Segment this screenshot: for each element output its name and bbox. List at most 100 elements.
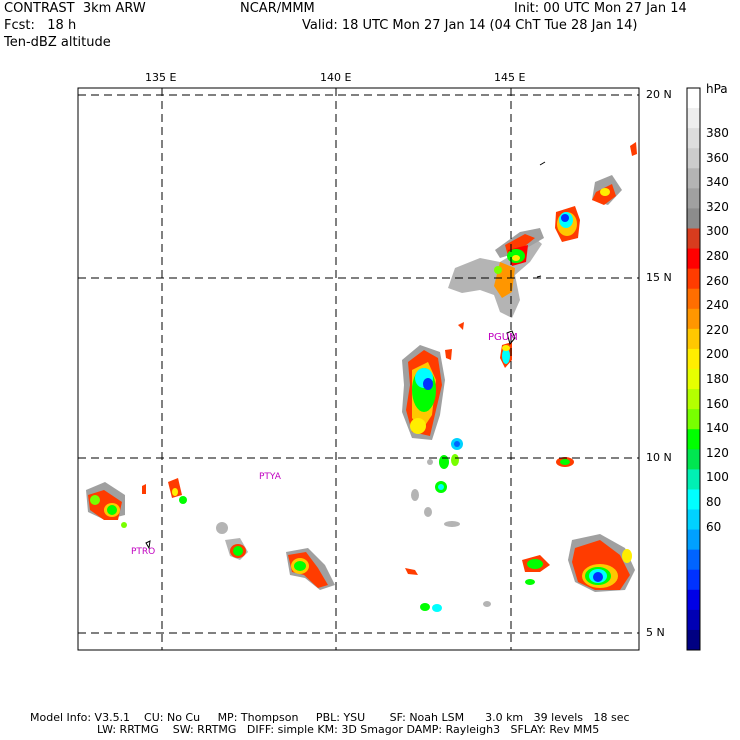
station-ptro: PTRO <box>131 547 156 557</box>
lon-label-145: 145 E <box>494 71 526 84</box>
colorbar-swatch <box>687 108 700 129</box>
colorbar-label: 300 <box>706 224 729 239</box>
colorbar-swatch <box>687 369 700 390</box>
echo-blue <box>454 441 460 447</box>
colorbar-label: 180 <box>706 372 729 386</box>
colorbar-swatch <box>687 589 700 611</box>
colorbar <box>686 87 701 651</box>
colorbar-swatch <box>687 268 700 290</box>
forecast-hour: Fcst: 18 h <box>4 18 77 33</box>
lon-label-140: 140 E <box>320 71 352 84</box>
coastlines <box>145 161 546 550</box>
colorbar-label: 100 <box>706 470 729 485</box>
reflectivity-field <box>86 142 637 612</box>
station-ptya: PTYA <box>259 472 281 482</box>
echo-grey <box>427 459 433 465</box>
colorbar-swatch <box>687 549 700 571</box>
echo-red <box>458 322 464 330</box>
colorbar-swatch <box>687 208 700 229</box>
echo-grey <box>424 507 432 517</box>
echo-green <box>420 603 430 611</box>
model-info-line2: LW: RRTMG SW: RRTMG DIFF: simple KM: 3D … <box>97 723 600 736</box>
colorbar-label: 220 <box>706 322 729 337</box>
echo-blue <box>561 214 569 222</box>
guam-coast <box>506 330 516 346</box>
colorbar-label: 320 <box>706 199 729 214</box>
echo-green <box>121 522 127 528</box>
colorbar-label: 360 <box>706 150 729 165</box>
echo-green <box>179 496 187 504</box>
colorbar-swatch <box>687 569 700 591</box>
colorbar-swatch <box>687 308 700 330</box>
colorbar-swatch <box>687 328 700 350</box>
colorbar-swatch <box>687 609 700 631</box>
echo-cyan <box>438 484 444 490</box>
echo-cyan <box>502 348 510 364</box>
institution: NCAR/MMM <box>240 1 315 16</box>
colorbar-label: 340 <box>706 175 729 190</box>
colorbar-unit: hPa <box>706 82 728 96</box>
colorbar-swatch <box>687 88 700 109</box>
echo-red <box>630 142 637 156</box>
echo-yellow <box>512 255 520 261</box>
colorbar-swatch <box>687 168 700 189</box>
echo-red <box>405 568 418 575</box>
colorbar-swatch <box>687 148 700 169</box>
echo-blue <box>593 572 603 582</box>
lat-label-5: 5 N <box>646 626 665 639</box>
echo-yellow <box>410 418 426 434</box>
colorbar-label: 240 <box>706 298 729 313</box>
colorbar-swatch <box>687 128 700 149</box>
lat-label-10: 10 N <box>646 451 672 464</box>
echo-green <box>233 546 243 556</box>
echo-grey <box>411 489 419 501</box>
colorbar-swatch <box>687 288 700 310</box>
colorbar-frame <box>686 87 701 651</box>
colorbar-swatch <box>687 489 700 510</box>
field-name: Ten-dBZ altitude <box>4 35 111 50</box>
island-coast <box>539 161 546 166</box>
init-time: Init: 00 UTC Mon 27 Jan 14 <box>514 1 687 16</box>
echo-yellow <box>502 345 510 351</box>
colorbar-swatch <box>687 509 700 531</box>
lon-label-135: 135 E <box>145 71 177 84</box>
colorbar-swatch <box>687 228 700 250</box>
colorbar-label: 120 <box>706 445 729 460</box>
echo-green <box>107 505 117 515</box>
colorbar-label: 280 <box>706 249 729 263</box>
echo-yellow <box>600 188 610 196</box>
colorbar-swatch <box>687 409 700 430</box>
echo-green <box>527 559 543 569</box>
colorbar-label: 140 <box>706 421 729 436</box>
model-info-line1: Model Info: V3.5.1 CU: No Cu MP: Thompso… <box>30 711 630 724</box>
colorbar-swatch <box>687 469 700 490</box>
echo-green <box>90 495 100 505</box>
model-title: CONTRAST 3km ARW <box>4 1 146 16</box>
colorbar-swatch <box>687 529 700 551</box>
echo-yellow <box>622 549 632 563</box>
echo-grey <box>216 522 228 534</box>
colorbar-label: 380 <box>706 126 729 140</box>
echo-grey <box>483 601 491 607</box>
lat-label-15: 15 N <box>646 271 672 284</box>
colorbar-swatch <box>687 629 700 651</box>
graticule <box>78 88 639 650</box>
echo-red <box>142 484 146 494</box>
echo-grey <box>444 521 460 527</box>
echo-green <box>560 459 570 465</box>
colorbar-swatch <box>687 248 700 270</box>
colorbar-swatch <box>687 348 700 370</box>
colorbar-swatch <box>687 449 700 470</box>
colorbar-label: 260 <box>706 273 729 288</box>
station-pgum: PGUM <box>488 332 518 343</box>
echo-green <box>439 455 449 469</box>
colorbar-swatch <box>687 188 700 209</box>
island-coast <box>536 275 542 278</box>
colorbar-label: 200 <box>706 347 729 362</box>
echo-green <box>294 561 306 571</box>
echo-green <box>451 454 459 466</box>
echo-yellow <box>172 488 178 496</box>
island-coast <box>145 540 151 550</box>
echo-red <box>445 349 452 360</box>
echo-green <box>432 604 442 612</box>
